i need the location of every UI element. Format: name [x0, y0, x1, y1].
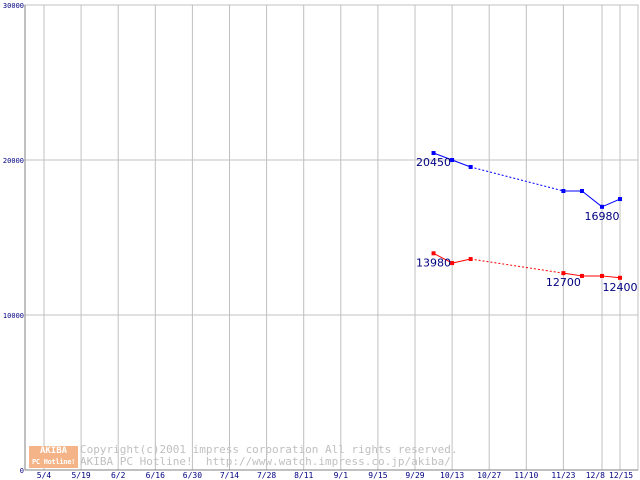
blue-data-point [618, 197, 622, 202]
blue-series-segment [433, 152, 453, 161]
blue-data-point [561, 189, 566, 193]
x-tick-label: 6/16 [146, 471, 165, 480]
data-label: 13980 [416, 256, 451, 269]
red-data-point [431, 251, 436, 256]
red-series-segment [433, 252, 453, 264]
blue-series-segment [581, 190, 603, 208]
blue-series-segment [601, 198, 621, 208]
blue-series-segment [451, 159, 471, 168]
blue-data-point [431, 151, 436, 156]
blue-data-point [579, 189, 584, 193]
data-label: 12400 [603, 281, 638, 294]
x-tick-label: 9/29 [405, 471, 424, 480]
x-tick-label: 8/11 [294, 471, 313, 480]
data-label: 16980 [585, 210, 620, 223]
red-series-segment [451, 258, 471, 264]
x-tick-label: 6/2 [111, 471, 126, 480]
x-tick-label: 10/27 [477, 471, 501, 480]
x-tick-label: 5/4 [37, 471, 52, 480]
y-tick-label: 0 [20, 467, 24, 475]
red-data-point [600, 273, 604, 278]
red-data-point [579, 273, 584, 278]
blue-data-point [450, 158, 455, 162]
red-data-point [618, 275, 622, 280]
x-tick-label: 7/28 [257, 471, 276, 480]
x-tick-label: 11/23 [551, 471, 575, 480]
y-tick-label: 10000 [3, 312, 24, 320]
red-data-point [561, 271, 566, 276]
x-tick-label: 7/14 [220, 471, 239, 480]
copyright-line: Copyright(c)2001 impress corporation All… [80, 443, 458, 456]
copyright-watermark: Copyright(c)2001 impress corporation All… [80, 444, 458, 468]
data-label: 12700 [546, 276, 581, 289]
x-tick-label: 9/1 [334, 471, 349, 480]
red-data-point [450, 261, 455, 266]
x-tick-label: 12/15 [609, 471, 633, 480]
red-series-segment [563, 272, 583, 277]
y-tick-label: 20000 [3, 157, 24, 165]
x-tick-label: 10/13 [440, 471, 464, 480]
red-data-point [468, 257, 473, 262]
x-tick-label: 12/8 [586, 471, 605, 480]
x-tick-label: 9/15 [368, 471, 387, 480]
x-tick-label: 6/30 [183, 471, 202, 480]
logo-bottom-text: PC Hotline! [31, 458, 76, 466]
x-tick-label: 11/10 [514, 471, 538, 480]
akiba-logo: AKIBA PC Hotline! [29, 446, 78, 468]
y-tick-label: 30000 [3, 2, 24, 10]
red-series-segment [601, 275, 621, 279]
plot-area [24, 4, 639, 471]
x-tick-label: 5/19 [71, 471, 90, 480]
blue-data-point [468, 164, 473, 169]
site-url-line: AKIBA PC Hotline! http://www.watch.impre… [80, 455, 451, 468]
logo-top-text: AKIBA [39, 446, 68, 456]
blue-data-point [600, 204, 604, 209]
data-label: 20450 [416, 156, 451, 169]
